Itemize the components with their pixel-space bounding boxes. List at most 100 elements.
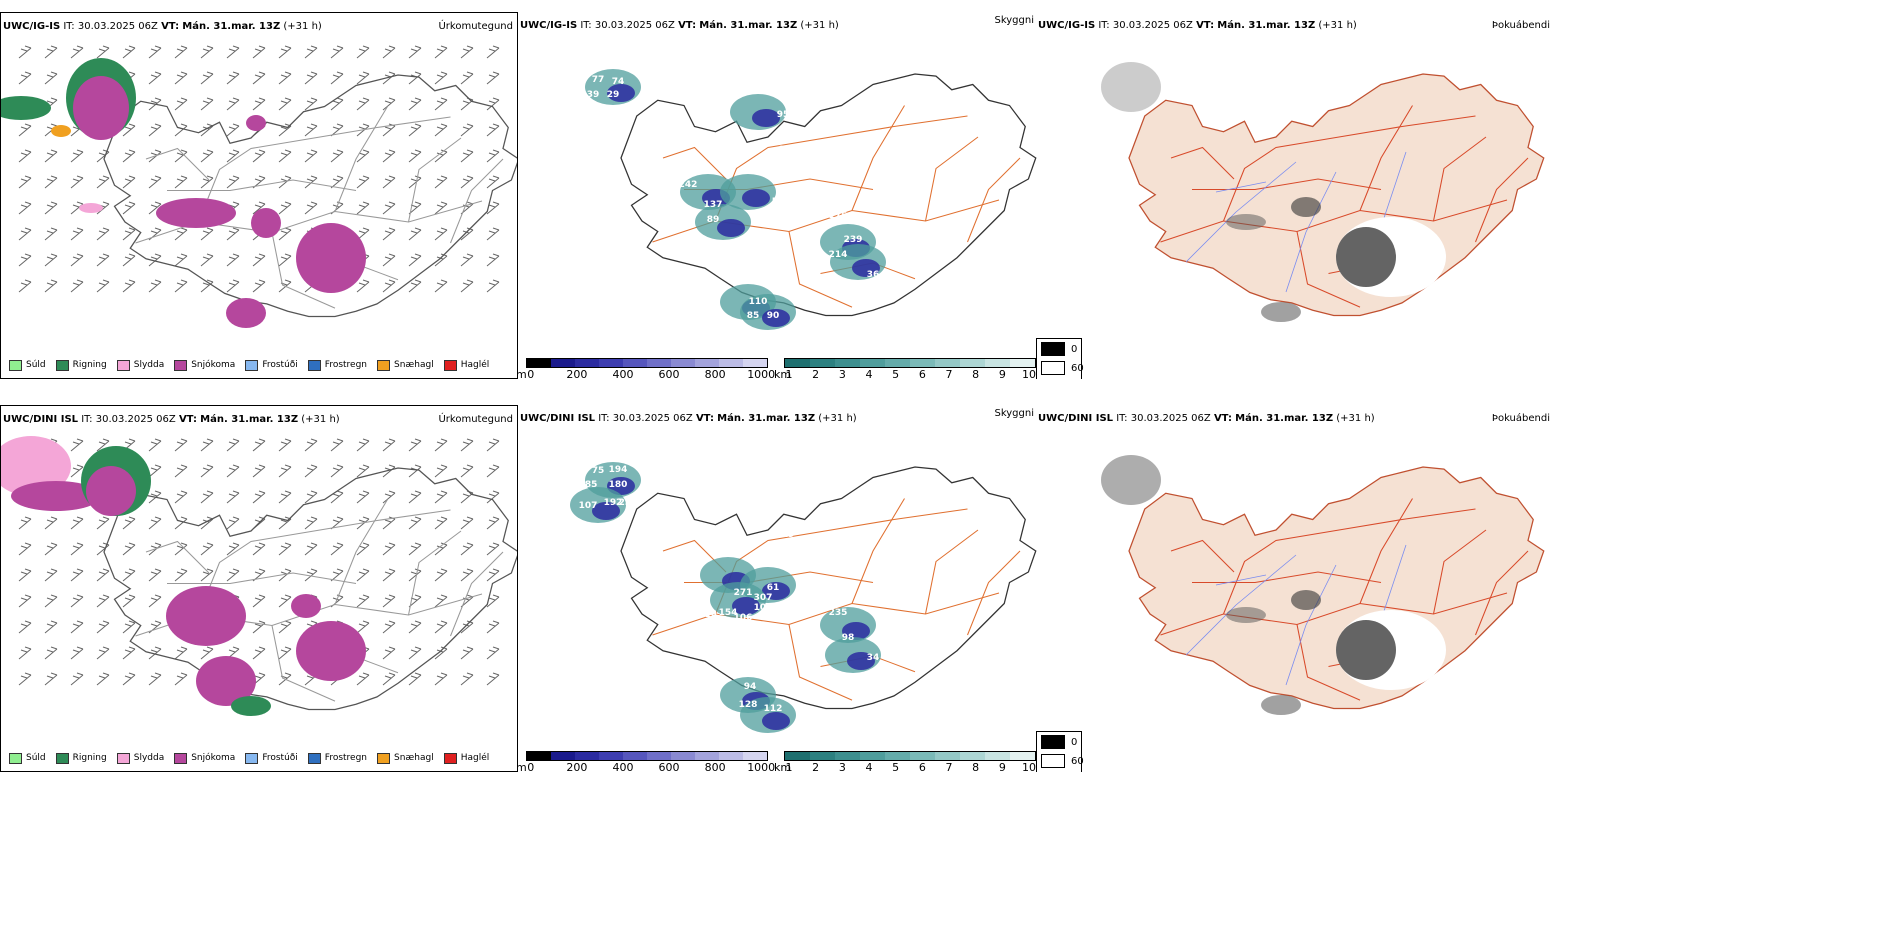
value-label: 235 [829, 608, 848, 618]
rain-area [231, 696, 271, 716]
value-label: 19 [782, 530, 795, 540]
value-label: 185 [579, 480, 598, 490]
wind-barb [486, 620, 500, 634]
colorbar-bin [785, 752, 810, 760]
wind-barb [96, 594, 110, 608]
wind-barb [44, 620, 58, 634]
wind-barb [460, 45, 474, 59]
colorbar-tick: 400 [612, 761, 634, 772]
wind-barb [434, 227, 448, 241]
road-line [652, 592, 1000, 636]
value-label: 110 [749, 297, 768, 307]
wind-barb [330, 464, 344, 478]
road-line [1170, 539, 1235, 573]
wind-barb [382, 620, 396, 634]
colorbar-tick: 8 [972, 368, 980, 379]
wind-barb [122, 123, 136, 137]
wind-barb [18, 516, 32, 530]
wind-barb [200, 227, 214, 241]
wind-barb [96, 568, 110, 582]
wind-barb [18, 646, 32, 660]
wind-barb [382, 149, 396, 163]
colorbar-bin [1010, 359, 1035, 367]
wind-barb [486, 646, 500, 660]
colorbar-tick: 10 [1022, 368, 1036, 379]
wind-barb [330, 71, 344, 85]
colorbar-ticks: 0 200 400 600 800 1000 [526, 761, 775, 772]
colorbar-tick: 1000 [747, 368, 776, 379]
wind-barb [434, 123, 448, 137]
wind-barb [356, 149, 370, 163]
wind-barb [174, 71, 188, 85]
wind-barb [96, 438, 110, 452]
colorbar-tick: 5 [892, 368, 900, 379]
cloud-legend-swatch [1041, 361, 1065, 375]
wind-barb [200, 279, 214, 293]
wind-barb [252, 594, 266, 608]
colorbar-unit: km [774, 368, 792, 379]
wind-barb [18, 45, 32, 59]
precip-roads [135, 499, 504, 702]
colorbar-strip [526, 751, 768, 761]
wind-barb [356, 594, 370, 608]
wind-barb [356, 71, 370, 85]
value-label: 327 [669, 480, 688, 490]
sleet-area [79, 203, 103, 213]
wind-barb [304, 542, 318, 556]
colorbar-tick: 5 [892, 761, 900, 772]
road-line [924, 136, 979, 222]
wind-barb [408, 438, 422, 452]
low-ceiling-area [842, 622, 870, 640]
snow-area [251, 208, 281, 238]
cloud-title-bottom: UWC/DINI ISL IT: 30.03.2025 06Z VT: Mán.… [1038, 413, 1375, 424]
wind-barb [44, 227, 58, 241]
wind-barb [200, 490, 214, 504]
value-label: 233 [619, 498, 638, 508]
colorbar-tick: 600 [658, 368, 680, 379]
wind-barb [174, 672, 188, 686]
wind-barb [44, 646, 58, 660]
wind-barb [148, 438, 162, 452]
wind-barb [408, 123, 422, 137]
value-label: 271 [734, 588, 753, 598]
cloud-panel-top: UWC/IG-IS IT: 30.03.2025 06Z VT: Mán. 31… [1036, 12, 1552, 379]
road-line [450, 551, 504, 637]
wind-barb [408, 227, 422, 241]
wind-barb [226, 279, 240, 293]
legend-label: Súld [26, 360, 46, 370]
wind-barb [44, 672, 58, 686]
colorbar-bin [885, 752, 910, 760]
wind-barb [70, 542, 84, 556]
wind-barb [122, 227, 136, 241]
legend-item: Snæhagl [377, 359, 434, 371]
value-label: 90 [767, 311, 780, 321]
value-label: 75 [592, 466, 605, 476]
precip-map-bottom [1, 436, 517, 716]
snow-area [296, 621, 366, 681]
wind-barb [278, 149, 292, 163]
wind-barb [356, 490, 370, 504]
colorbar-bin [985, 752, 1010, 760]
river-line [1185, 554, 1297, 656]
wind-barb [174, 542, 188, 556]
fog-area [1261, 302, 1301, 322]
wind-barb [434, 516, 448, 530]
colorbar-tick: 3 [838, 368, 846, 379]
wind-barb [44, 594, 58, 608]
colorbar-tick: 400 [612, 368, 634, 379]
iceland-outline [103, 467, 517, 711]
road-line [1223, 115, 1476, 222]
wind-barb [96, 253, 110, 267]
low-ceiling-area [762, 309, 790, 327]
wind-barb [18, 672, 32, 686]
low-ceiling-area [592, 502, 620, 520]
wind-barb [460, 646, 474, 660]
iceland-outline [620, 466, 1037, 710]
legend-swatch [55, 359, 69, 371]
wind-barb [460, 568, 474, 582]
precip-title-bottom: UWC/DINI ISL IT: 30.03.2025 06Z VT: Mán.… [3, 414, 340, 425]
legend-label: Snjókoma [191, 360, 236, 370]
river-line [1285, 564, 1337, 686]
wind-barb [200, 97, 214, 111]
wind-barb [226, 227, 240, 241]
